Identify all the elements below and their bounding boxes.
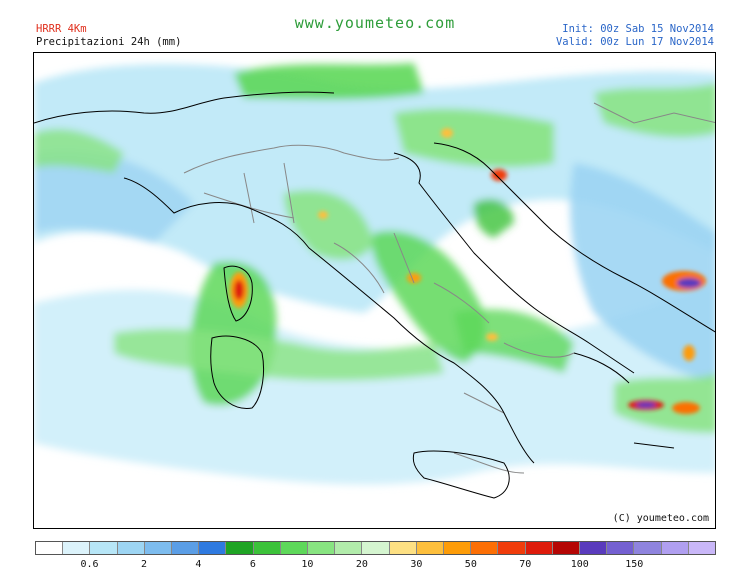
legend-swatch (63, 542, 91, 554)
legend-swatch (117, 542, 145, 554)
legend-tick-label: 10 (301, 559, 314, 570)
legend-swatch (416, 542, 445, 554)
legend-swatch (36, 542, 64, 554)
init-time: Init: 00z Sab 15 Nov2014 (562, 23, 714, 35)
legend-swatch (525, 542, 553, 554)
legend-tick-label: 20 (355, 559, 368, 570)
valid-time: Valid: 00z Lun 17 Nov2014 (555, 36, 714, 48)
legend-swatch (308, 542, 336, 554)
legend-swatch (280, 542, 309, 554)
legend-swatch (498, 542, 526, 554)
legend-swatch (607, 542, 635, 554)
site-title[interactable]: www.youmeteo.com (294, 14, 456, 32)
legend-swatch (444, 542, 472, 554)
legend-tick-label: 2 (140, 559, 147, 570)
legend-tick-label: 100 (570, 559, 589, 570)
coastlines (34, 91, 715, 499)
model-label: HRRR 4Km (36, 23, 87, 35)
legend-swatch (335, 542, 363, 554)
legend-swatch (253, 542, 281, 554)
precipitation-highs (230, 128, 706, 414)
legend-tick-label: 6 (249, 559, 256, 570)
map-canvas (34, 63, 715, 499)
legend-swatch (172, 542, 200, 554)
legend-ticks: 0.6 2 4 6 10 20 30 50 70 100 150 (35, 559, 716, 573)
legend-swatch (226, 542, 254, 554)
legend-tick-label: 30 (410, 559, 423, 570)
legend-swatch (661, 542, 689, 554)
legend-tick-label: 50 (464, 559, 477, 570)
legend-swatch (688, 542, 716, 554)
legend-swatch (389, 542, 417, 554)
legend-swatch (144, 542, 173, 554)
legend-tick-label: 150 (625, 559, 644, 570)
legend-swatch (362, 542, 390, 554)
legend-swatch (634, 542, 662, 554)
legend-swatch (471, 542, 499, 554)
legend-swatch (90, 542, 118, 554)
political-borders (183, 102, 715, 474)
precipitation-legend (35, 541, 716, 555)
precipitation-map: (C) youmeteo.com (33, 52, 716, 529)
legend-tick-label: 70 (519, 559, 532, 570)
legend-tick-label: 0.6 (80, 559, 99, 570)
legend-swatch (199, 542, 227, 554)
legend-tick-label: 4 (195, 559, 202, 570)
copyright-label: (C) youmeteo.com (612, 513, 709, 524)
product-label: Precipitazioni 24h (mm) (36, 36, 182, 48)
legend-swatch (552, 542, 581, 554)
precipitation-field (34, 63, 715, 485)
legend-swatch (580, 542, 608, 554)
